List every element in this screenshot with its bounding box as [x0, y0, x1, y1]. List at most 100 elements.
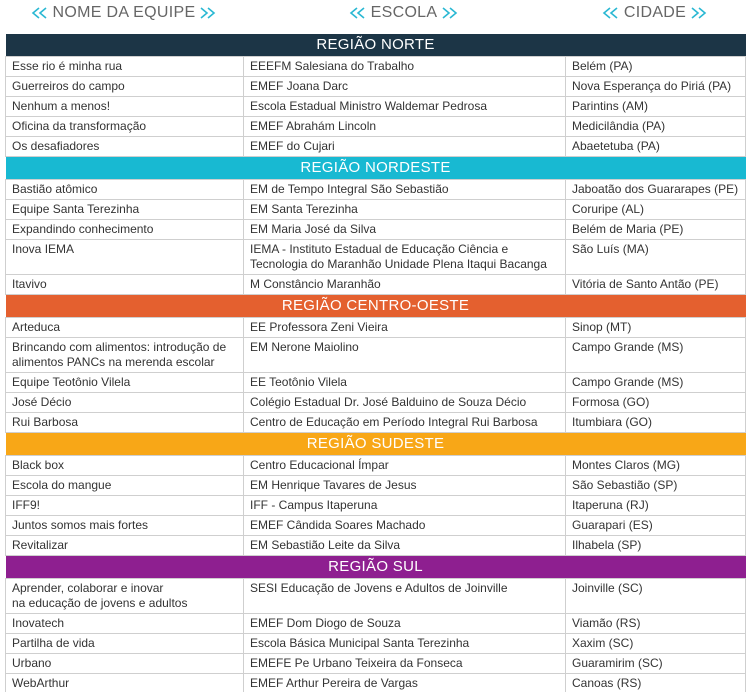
- team-name: Aprender, colaborar e inovar na educação…: [5, 578, 244, 614]
- team-row: Partilha de vida Escola Básica Municipal …: [5, 633, 747, 654]
- city: Medicilândia (PA): [564, 116, 747, 137]
- city: Itaperuna (RJ): [564, 495, 747, 516]
- school: EMEF Arthur Pereira de Vargas: [243, 673, 566, 692]
- team-row: Esse rio é minha rua EEEFM Salesiana do T…: [5, 56, 747, 77]
- team-row: Escola do mangue EM Henrique Tavares de J…: [5, 475, 747, 496]
- team-row: Bastião atômico EM de Tempo Integral São …: [5, 179, 747, 200]
- school: EE Teotônio Vilela: [243, 372, 566, 393]
- team-row: Revitalizar EM Sebastião Leite da Silva Il…: [5, 535, 747, 556]
- school: EMEF Dom Diogo de Souza: [243, 613, 566, 634]
- city: Joinville (SC): [564, 578, 747, 614]
- team-row: Black box Centro Educacional Ímpar Montes …: [5, 455, 747, 476]
- column-header: NOME DA EQUIPE ESCOLA CIDADE: [5, 0, 745, 26]
- region-row: REGIÃO SUDESTE: [5, 432, 746, 456]
- city: Itumbiara (GO): [564, 412, 747, 433]
- team-row: Inova IEMA IEMA - Instituto Estadual de E…: [5, 239, 747, 275]
- table-body: REGIÃO NORTE Esse rio é minha rua EEEFM Sa…: [5, 34, 747, 692]
- school: Centro Educacional Ímpar: [243, 455, 566, 476]
- region-row: REGIÃO NORDESTE: [5, 156, 746, 180]
- school: Escola Básica Municipal Santa Terezinha: [243, 633, 566, 654]
- school: EM Sebastião Leite da Silva: [243, 535, 566, 556]
- team-name: Inova IEMA: [5, 239, 244, 275]
- team-name: Escola do mangue: [5, 475, 244, 496]
- team-row: Rui Barbosa Centro de Educação em Período…: [5, 412, 747, 433]
- city: Montes Claros (MG): [564, 455, 747, 476]
- team-row: Aprender, colaborar e inovar na educação…: [5, 578, 747, 614]
- team-name: Bastião atômico: [5, 179, 244, 200]
- region-title: REGIÃO NORDESTE: [5, 156, 746, 180]
- school: Escola Estadual Ministro Waldemar Pedros…: [243, 96, 566, 117]
- city: Guaramirim (SC): [564, 653, 747, 674]
- team-name: Oficina da transformação: [5, 116, 244, 137]
- school: IEMA - Instituto Estadual de Educação Ci…: [243, 239, 566, 275]
- team-row: Nenhum a menos! Escola Estadual Ministro …: [5, 96, 747, 117]
- team-row: Inovatech EMEF Dom Diogo de Souza Viamão (…: [5, 613, 747, 634]
- team-row: José Décio Colégio Estadual Dr. José Bald…: [5, 392, 747, 413]
- chevron-icon: [200, 7, 216, 19]
- team-name: Urbano: [5, 653, 244, 674]
- city: Belém (PA): [564, 56, 747, 77]
- city: Xaxim (SC): [564, 633, 747, 654]
- city: Jaboatão dos Guararapes (PE): [564, 179, 747, 200]
- school: IFF - Campus Itaperuna: [243, 495, 566, 516]
- chevron-icon: [691, 7, 707, 19]
- school: EM Henrique Tavares de Jesus: [243, 475, 566, 496]
- team-row: Juntos somos mais fortes EMEF Cândida Soa…: [5, 515, 747, 536]
- school: EMEF do Cujari: [243, 136, 566, 157]
- team-name: Rui Barbosa: [5, 412, 244, 433]
- school: EMEF Cândida Soares Machado: [243, 515, 566, 536]
- region-title: REGIÃO NORTE: [5, 34, 746, 57]
- team-row: Oficina da transformação EMEF Abrahám Lin…: [5, 116, 747, 137]
- region-title: REGIÃO SUL: [5, 555, 746, 579]
- team-name: José Décio: [5, 392, 244, 413]
- city: Campo Grande (MS): [564, 337, 747, 373]
- region-title: REGIÃO CENTRO-OESTE: [5, 294, 746, 318]
- team-name: Revitalizar: [5, 535, 244, 556]
- city: Guarapari (ES): [564, 515, 747, 536]
- team-name: Esse rio é minha rua: [5, 56, 244, 77]
- team-name: IFF9!: [5, 495, 244, 516]
- city: Parintins (AM): [564, 96, 747, 117]
- team-name: WebArthur: [5, 673, 244, 692]
- school: Centro de Educação em Período Integral R…: [243, 412, 566, 433]
- team-row: Equipe Santa Terezinha EM Santa Terezinha…: [5, 199, 747, 220]
- team-name: Equipe Teotônio Vilela: [5, 372, 244, 393]
- school: EMEF Joana Darc: [243, 76, 566, 97]
- team-row: Itavivo M Constâncio Maranhão Vitória de S…: [5, 274, 747, 295]
- school: SESI Educação de Jovens e Adultos de Joi…: [243, 578, 566, 614]
- region-row: REGIÃO NORTE: [5, 34, 746, 57]
- city: Canoas (RS): [564, 673, 747, 692]
- school: EM Santa Terezinha: [243, 199, 566, 220]
- team-name: Brincando com alimentos: introdução de a…: [5, 337, 244, 373]
- team-row: Urbano EMEFE Pe Urbano Teixeira da Fonsec…: [5, 653, 747, 674]
- region-row: REGIÃO SUL: [5, 555, 746, 579]
- header-cell: NOME DA EQUIPE: [5, 0, 243, 26]
- school: EM Maria José da Silva: [243, 219, 566, 240]
- city: Nova Esperança do Piriá (PA): [564, 76, 747, 97]
- header-cell: ESCOLA: [243, 0, 565, 26]
- city: Ilhabela (SP): [564, 535, 747, 556]
- team-row: Equipe Teotônio Vilela EE Teotônio Vilela…: [5, 372, 747, 393]
- team-row: WebArthur EMEF Arthur Pereira de Vargas Ca…: [5, 673, 747, 692]
- school: EM de Tempo Integral São Sebastião: [243, 179, 566, 200]
- city: São Luís (MA): [564, 239, 747, 275]
- city: Formosa (GO): [564, 392, 747, 413]
- team-row: IFF9! IFF - Campus Itaperuna Itaperuna (RJ…: [5, 495, 747, 516]
- team-name: Nenhum a menos!: [5, 96, 244, 117]
- team-name: Inovatech: [5, 613, 244, 634]
- header-label: NOME DA EQUIPE: [52, 4, 196, 21]
- city: Belém de Maria (PE): [564, 219, 747, 240]
- city: Campo Grande (MS): [564, 372, 747, 393]
- school: EMEFE Pe Urbano Teixeira da Fonseca: [243, 653, 566, 674]
- chevron-icon: [31, 7, 47, 19]
- team-name: Itavivo: [5, 274, 244, 295]
- team-row: Expandindo conhecimento EM Maria José da …: [5, 219, 747, 240]
- team-name: Equipe Santa Terezinha: [5, 199, 244, 220]
- header-cell: CIDADE: [565, 0, 745, 26]
- school: Colégio Estadual Dr. José Balduino de So…: [243, 392, 566, 413]
- city: Sinop (MT): [564, 317, 747, 338]
- team-name: Expandindo conhecimento: [5, 219, 244, 240]
- team-name: Partilha de vida: [5, 633, 244, 654]
- chevron-icon: [442, 7, 458, 19]
